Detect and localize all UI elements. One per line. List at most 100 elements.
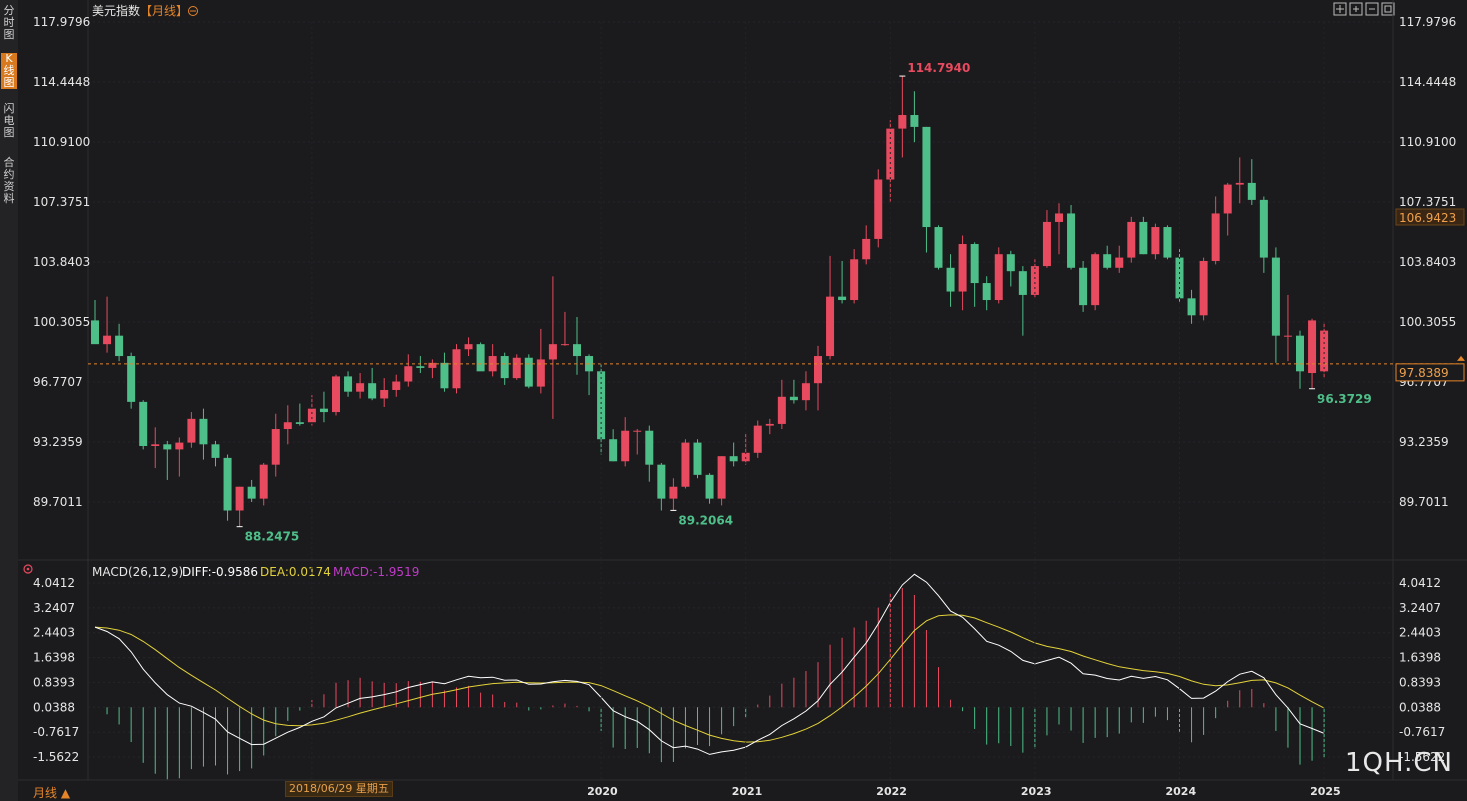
candle-body [994,254,1003,301]
dea-line [94,614,1325,743]
candle [392,374,401,397]
candle-body [850,259,859,301]
candle-body [319,408,328,413]
macd-tick-label: 3.2407 [33,601,75,615]
candle [356,373,365,399]
restore-icon[interactable] [1381,2,1395,16]
candle-body [838,296,847,301]
candle-body [1271,257,1280,336]
candle [1308,318,1317,389]
indicator-icon[interactable] [23,564,33,574]
candle-body [597,371,606,440]
candle-body [1296,335,1304,372]
tab-flash[interactable]: 闪电图 [3,102,15,139]
candle [247,479,256,503]
candle [1115,245,1124,273]
zoom-out-icon[interactable] [1365,2,1379,16]
candle [103,296,112,353]
price-tick-label: 107.3751 [1399,195,1456,209]
period-switch-button[interactable]: 月线 ▲ [33,786,71,800]
candle-body [898,115,907,129]
tab-kline[interactable]: K线图 [1,53,17,89]
candle-body [1199,260,1208,316]
macd-diff-value: DIFF:-0.9586 [182,565,258,579]
candle-body [1103,254,1112,268]
candle [1283,294,1292,362]
candle-body [717,456,726,499]
price-tick-label: 117.9796 [1399,15,1456,29]
candle-body [1211,213,1220,261]
candle [753,420,762,458]
candle [814,345,822,411]
zoom-in-icon[interactable] [1349,2,1363,16]
candle [91,300,99,345]
candle [958,235,967,311]
candle-body [922,126,931,228]
candle-body [271,429,280,465]
candle [609,429,618,462]
candle [1320,322,1329,379]
time-axis: 2018202020212022202320242025 [298,22,1341,798]
annotation-label: 96.3729 [1317,392,1372,406]
candle [307,395,316,426]
candle-body [91,320,99,345]
candle [982,276,991,311]
current-price-badge: 106.9423 [1395,208,1465,226]
candle-body [392,381,401,390]
candle [1103,245,1112,270]
candle [344,371,353,397]
candle [705,473,714,504]
crosshair-icon[interactable] [1333,2,1347,16]
candle-body [801,383,810,401]
candle-body [175,442,184,450]
candle [898,76,907,158]
price-tick-label: 114.4448 [33,75,90,89]
cursor-date-label: 2018/06/29 星期五 [285,781,393,797]
gear-circle-icon[interactable] [188,6,198,16]
candle [681,439,690,489]
price-tick-label: 93.2359 [1399,435,1449,449]
candle-body [1006,254,1015,272]
candle-body [645,430,654,465]
candle-body [910,115,919,127]
candle-body [886,128,895,180]
candle [801,371,810,411]
tab-timeshare[interactable]: 分时图 [3,4,15,41]
candle-body [753,425,762,453]
candle-body [1247,182,1256,200]
candle [1296,330,1304,389]
candle [259,462,268,506]
price-gridlines [88,21,1393,503]
candle-body [1151,227,1160,255]
candle-body [1115,257,1124,268]
candle-body [609,439,618,462]
candle-body [1091,254,1100,306]
last-price-arrow-icon [1457,355,1465,361]
candle-body [440,362,449,389]
candle [970,242,979,307]
candle-body [1235,182,1244,185]
candle-body [416,366,425,368]
price-tick-label: 100.3055 [33,315,90,329]
candle-body [560,344,569,346]
tab-contract-info[interactable]: 合约资料 [3,156,15,205]
candle [826,255,835,360]
last-price-badge: 97.8389 [1395,363,1465,382]
candle-body [103,335,112,345]
candle [838,260,847,304]
annotation-label: 114.7940 [907,61,970,75]
price-tick-label: 117.9796 [33,15,90,29]
candle [187,412,196,448]
candle [1091,252,1100,311]
macd-tick-label: 1.6398 [33,651,75,665]
candle-body [163,444,172,450]
candle [560,311,569,346]
candle-body [1079,267,1088,306]
candle [295,403,304,426]
candle [910,91,919,143]
candle [789,379,798,404]
candle-body [777,396,786,424]
candle-body [344,376,353,392]
candle [777,379,786,430]
